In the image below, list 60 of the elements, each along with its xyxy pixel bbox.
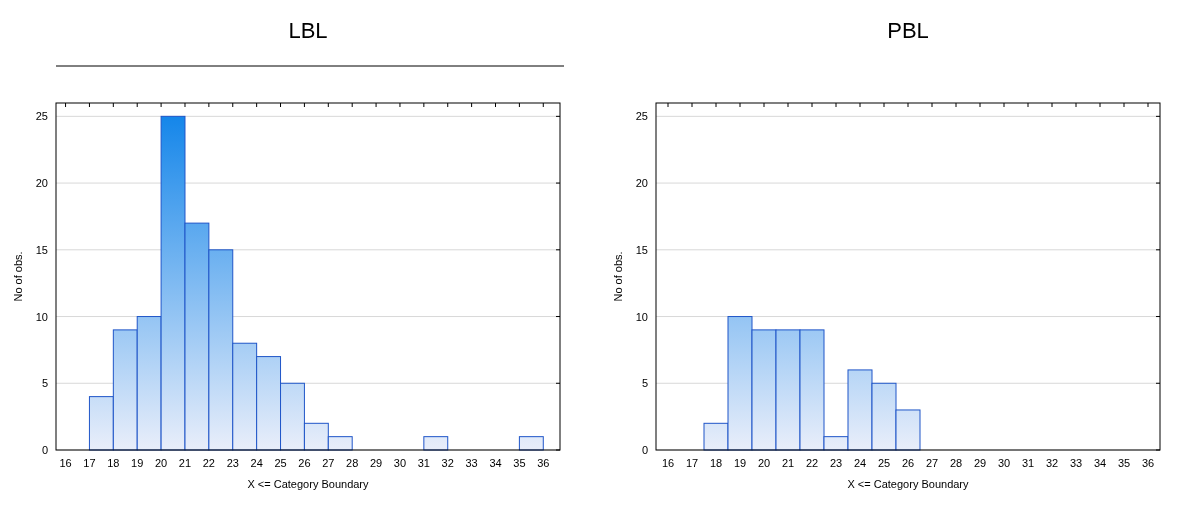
x-tick-label: 26 <box>901 457 915 469</box>
y-tick-label: 5 <box>41 377 48 390</box>
x-tick-label: 36 <box>537 457 550 469</box>
x-tick-label: 24 <box>250 457 263 469</box>
y-axis-title: No of obs. <box>12 251 24 302</box>
x-tick-label: 23 <box>226 457 239 469</box>
x-tick-label: 34 <box>489 457 502 469</box>
y-tick-label: 5 <box>641 377 648 390</box>
x-tick-label: 18 <box>107 457 120 469</box>
x-tick-label: 17 <box>685 457 699 469</box>
x-tick-label: 23 <box>829 457 843 469</box>
x-tick-label: 29 <box>973 457 987 469</box>
x-tick-label: 18 <box>709 457 723 469</box>
x-tick-label: 33 <box>465 457 478 469</box>
x-tick-label: 17 <box>83 457 96 469</box>
x-tick-label: 22 <box>202 457 215 469</box>
x-tick-label: 19 <box>131 457 144 469</box>
x-tick-label: 31 <box>417 457 430 469</box>
x-tick-label: 20 <box>154 457 168 469</box>
x-tick-label: 32 <box>441 457 454 469</box>
x-tick-label: 29 <box>369 457 383 469</box>
y-tick-label: 20 <box>635 177 648 190</box>
x-tick-label: 27 <box>925 457 939 469</box>
x-tick-label: 16 <box>661 457 675 469</box>
y-tick-label: 10 <box>635 310 648 323</box>
x-tick-label: 25 <box>877 457 891 469</box>
x-tick-label: 19 <box>733 457 747 469</box>
x-tick-label: 30 <box>393 457 407 469</box>
x-tick-label: 28 <box>949 457 963 469</box>
x-tick-label: 27 <box>322 457 335 469</box>
x-tick-label: 33 <box>1069 457 1083 469</box>
x-axis-title: X <= Category Boundary <box>847 478 970 490</box>
x-tick-label: 21 <box>178 457 192 469</box>
y-tick-label: 15 <box>635 243 648 256</box>
y-tick-label: 25 <box>35 110 48 123</box>
y-tick-label: 0 <box>41 444 48 456</box>
y-tick-label: 10 <box>35 310 48 323</box>
x-tick-label: 24 <box>853 457 867 469</box>
y-tick-label: 0 <box>641 444 648 456</box>
x-tick-label: 34 <box>1093 457 1107 469</box>
x-tick-label: 35 <box>513 457 526 469</box>
x-tick-label: 16 <box>59 457 72 469</box>
x-tick-label: 36 <box>1141 457 1155 469</box>
x-tick-label: 30 <box>997 457 1011 469</box>
x-axis-title: X <= Category Boundary <box>247 478 370 490</box>
x-tick-label: 31 <box>1021 457 1035 469</box>
x-tick-label: 32 <box>1045 457 1059 469</box>
y-tick-label: 20 <box>35 177 48 190</box>
chart-title: PBL <box>887 18 929 43</box>
x-tick-label: 35 <box>1117 457 1131 469</box>
x-tick-label: 28 <box>346 457 359 469</box>
x-tick-label: 26 <box>298 457 311 469</box>
y-tick-label: 15 <box>35 243 48 256</box>
y-tick-label: 25 <box>635 110 648 123</box>
x-tick-label: 20 <box>757 457 771 469</box>
x-tick-label: 22 <box>805 457 819 469</box>
x-tick-label: 25 <box>274 457 287 469</box>
y-axis-title: No of obs. <box>612 251 624 302</box>
chart-title: LBL <box>288 18 328 43</box>
x-tick-label: 21 <box>781 457 795 469</box>
